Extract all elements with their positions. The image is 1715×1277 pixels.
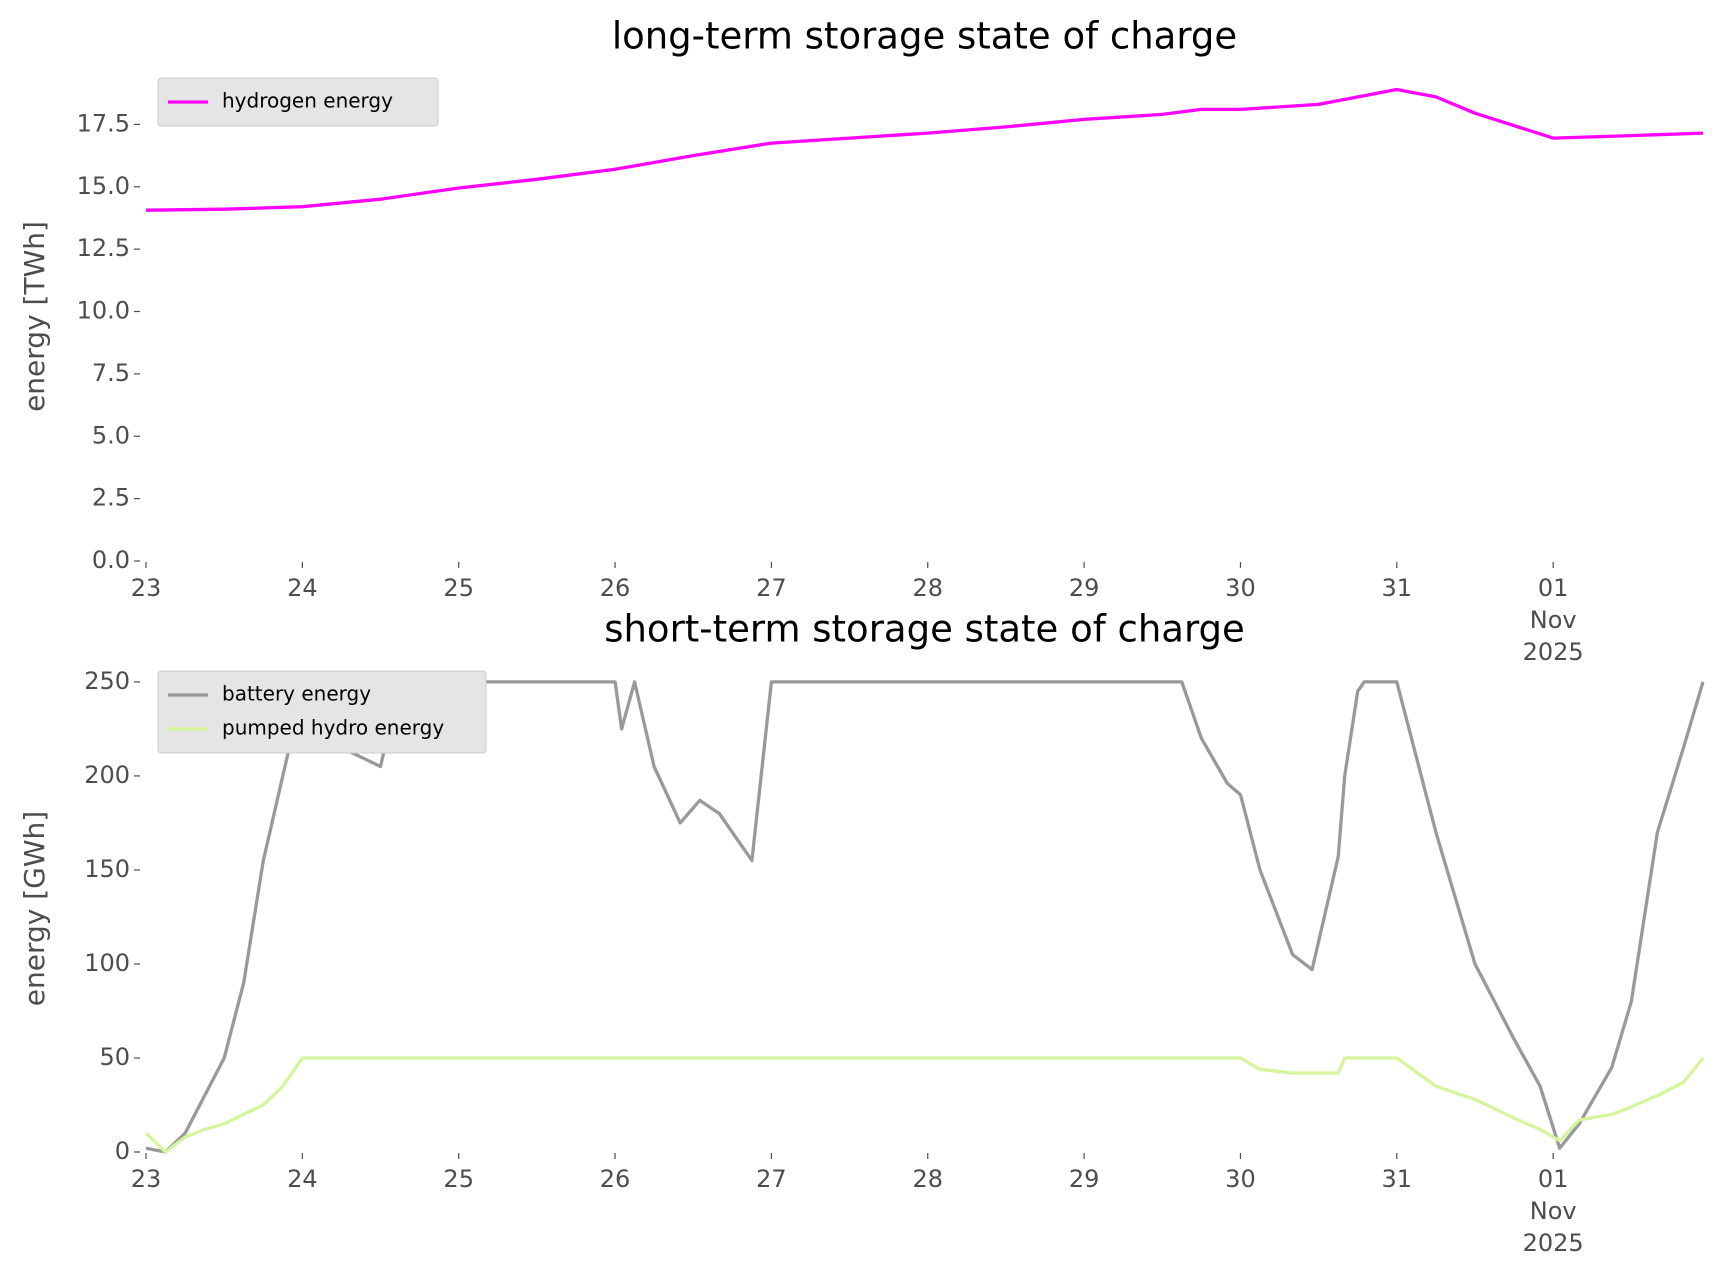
chart: long-term storage state of charge energy … bbox=[18, 15, 1704, 666]
x-tick-label: 26 bbox=[600, 1165, 631, 1193]
x-tick-label: 31 bbox=[1382, 1165, 1413, 1193]
x-tick-label: 23 bbox=[131, 574, 162, 602]
y-tick-label: 10.0 bbox=[77, 297, 130, 325]
chart: short-term storage state of charge energy… bbox=[18, 608, 1705, 1257]
x-tick-label: 26 bbox=[600, 574, 631, 602]
y-tick-label: 0 bbox=[115, 1137, 130, 1165]
x-tick-label: 30 bbox=[1225, 574, 1256, 602]
x-tick-label: 23 bbox=[131, 1165, 162, 1193]
legend-label: battery energy bbox=[222, 682, 371, 706]
y-tick-label: 100 bbox=[84, 949, 130, 977]
x-tick-label: 27 bbox=[756, 1165, 787, 1193]
y-axis-label: energy [GWh] bbox=[18, 811, 51, 1006]
x-tick-label: 29 bbox=[1069, 574, 1100, 602]
x-tick-label: 01 Nov 2025 bbox=[1523, 1165, 1584, 1257]
x-tick-label: 24 bbox=[287, 1165, 318, 1193]
y-axis-label: energy [TWh] bbox=[18, 221, 51, 412]
y-tick-label: 0.0 bbox=[92, 546, 130, 574]
series-line bbox=[145, 87, 1704, 212]
x-tick-label: 24 bbox=[287, 574, 318, 602]
x-tick-label: 30 bbox=[1225, 1165, 1256, 1193]
legend-label: hydrogen energy bbox=[222, 89, 393, 113]
y-tick-label: 50 bbox=[99, 1043, 130, 1071]
x-tick-label: 01 Nov 2025 bbox=[1523, 574, 1584, 666]
y-tick-label: 5.0 bbox=[92, 421, 130, 449]
y-tick-label: 7.5 bbox=[92, 359, 130, 387]
y-tick-label: 250 bbox=[84, 667, 130, 695]
x-tick-label: 31 bbox=[1382, 574, 1413, 602]
x-tick-label: 29 bbox=[1069, 1165, 1100, 1193]
x-tick-label: 28 bbox=[912, 1165, 943, 1193]
x-tick-label: 27 bbox=[756, 574, 787, 602]
x-tick-label: 25 bbox=[443, 1165, 474, 1193]
y-tick-label: 12.5 bbox=[77, 234, 130, 262]
y-tick-label: 17.5 bbox=[77, 109, 130, 137]
x-tick-label: 28 bbox=[912, 574, 943, 602]
y-tick-label: 2.5 bbox=[92, 484, 130, 512]
y-tick-label: 200 bbox=[84, 761, 130, 789]
y-tick-label: 15.0 bbox=[77, 172, 130, 200]
legend-label: pumped hydro energy bbox=[222, 716, 444, 740]
legend-box bbox=[157, 670, 487, 754]
x-tick-label: 25 bbox=[443, 574, 474, 602]
chart-title: long-term storage state of charge bbox=[612, 15, 1237, 58]
series-line bbox=[144, 1056, 1705, 1154]
legend-box bbox=[157, 77, 439, 127]
chart-title: short-term storage state of charge bbox=[604, 608, 1245, 651]
y-tick-label: 150 bbox=[84, 855, 130, 883]
